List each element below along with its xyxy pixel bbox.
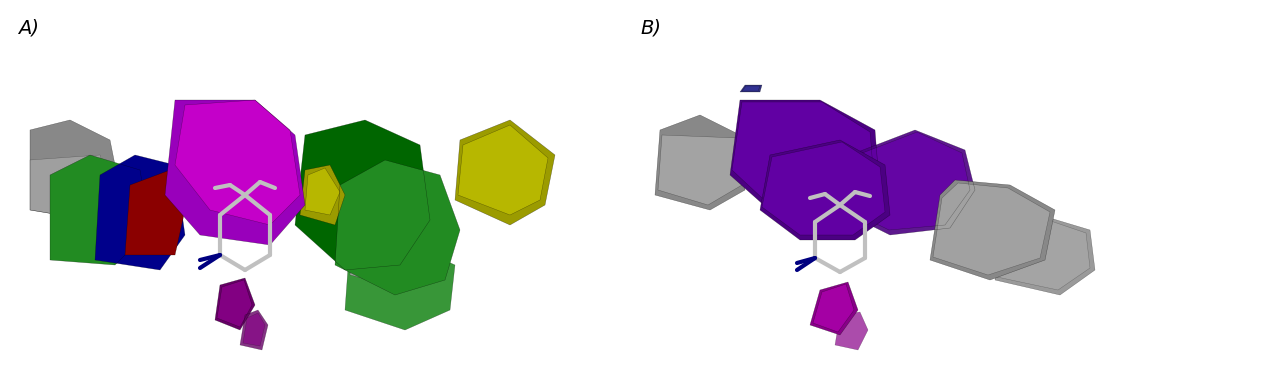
Polygon shape: [997, 218, 1090, 290]
Polygon shape: [656, 115, 745, 210]
Polygon shape: [125, 170, 185, 255]
Polygon shape: [458, 125, 548, 215]
Polygon shape: [835, 312, 868, 350]
Polygon shape: [165, 100, 305, 245]
Polygon shape: [295, 120, 429, 270]
Polygon shape: [243, 313, 265, 346]
Polygon shape: [996, 215, 1095, 295]
Polygon shape: [740, 85, 762, 92]
Polygon shape: [658, 135, 743, 205]
Polygon shape: [930, 180, 1056, 280]
Polygon shape: [730, 100, 881, 225]
Polygon shape: [29, 155, 110, 220]
Polygon shape: [840, 130, 975, 235]
Polygon shape: [240, 310, 268, 350]
Polygon shape: [813, 284, 854, 332]
Polygon shape: [175, 100, 300, 225]
Polygon shape: [50, 155, 150, 265]
Polygon shape: [810, 282, 858, 335]
Polygon shape: [217, 280, 252, 327]
Polygon shape: [305, 168, 340, 215]
Polygon shape: [95, 155, 185, 270]
Polygon shape: [760, 140, 889, 240]
Polygon shape: [335, 160, 460, 295]
Text: B): B): [640, 18, 661, 37]
Polygon shape: [743, 86, 760, 91]
Polygon shape: [215, 278, 256, 330]
Polygon shape: [29, 120, 120, 220]
Polygon shape: [842, 132, 970, 230]
Polygon shape: [300, 165, 345, 225]
Polygon shape: [345, 240, 455, 330]
Text: A): A): [18, 18, 40, 37]
Polygon shape: [455, 120, 555, 225]
Polygon shape: [732, 102, 875, 220]
Polygon shape: [933, 183, 1051, 275]
Polygon shape: [762, 142, 884, 235]
Polygon shape: [350, 220, 400, 285]
